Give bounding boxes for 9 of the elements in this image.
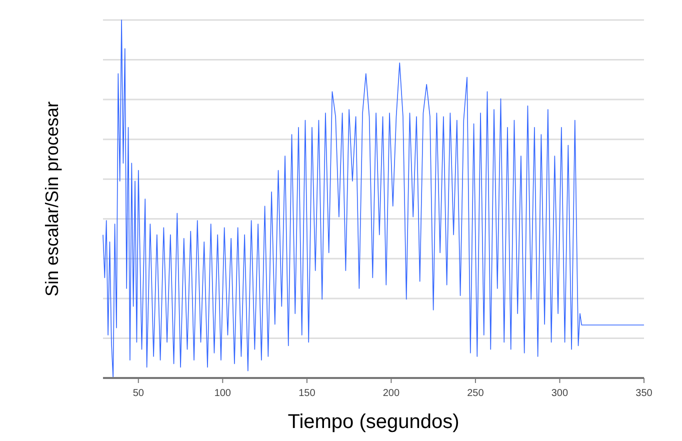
x-tick-label: 100 xyxy=(214,388,232,399)
x-tick-label: 150 xyxy=(298,388,316,399)
x-tick-label: 300 xyxy=(551,388,569,399)
x-tick-label: 350 xyxy=(636,388,653,399)
y-axis-title: Sin escalar/Sin procesar xyxy=(42,101,62,297)
x-tick-label: 200 xyxy=(382,388,400,399)
x-axis-title: Tiempo (segundos) xyxy=(288,411,460,433)
x-tick-label: 250 xyxy=(467,388,484,399)
x-tick-label: 50 xyxy=(132,388,144,399)
